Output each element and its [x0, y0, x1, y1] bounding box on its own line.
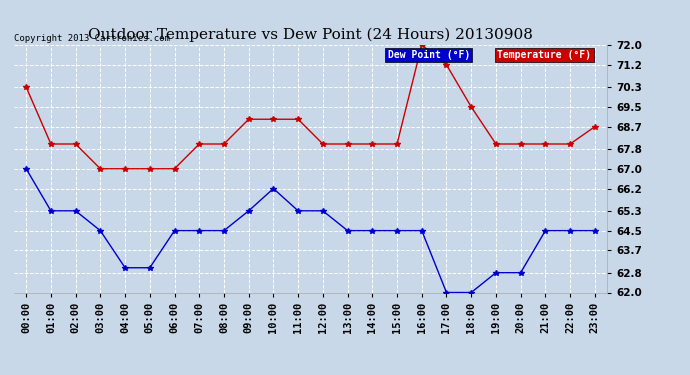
Title: Outdoor Temperature vs Dew Point (24 Hours) 20130908: Outdoor Temperature vs Dew Point (24 Hou… [88, 28, 533, 42]
Text: Temperature (°F): Temperature (°F) [497, 50, 591, 60]
Text: Dew Point (°F): Dew Point (°F) [388, 50, 470, 60]
Text: Copyright 2013 Cartronics.com: Copyright 2013 Cartronics.com [14, 33, 170, 42]
